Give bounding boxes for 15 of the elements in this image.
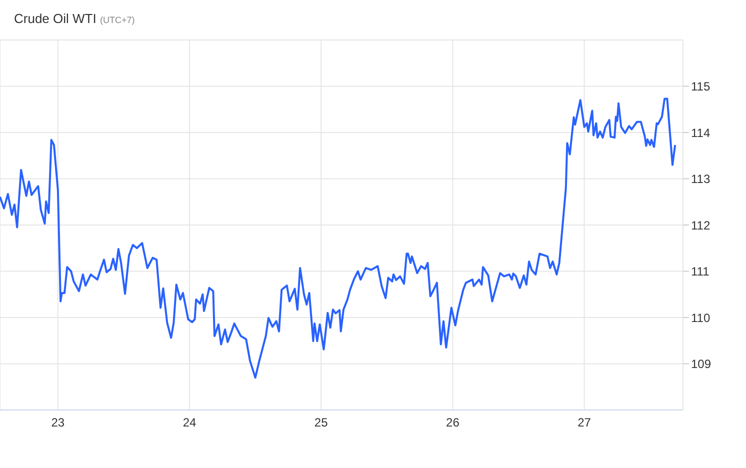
y-tick-label: 109	[691, 357, 712, 372]
x-tick-label: 23	[51, 416, 65, 430]
y-tick-label: 113	[691, 172, 710, 186]
y-tick-label: 114	[691, 126, 710, 140]
x-tick-label: 24	[182, 416, 196, 430]
x-tick-label: 27	[578, 416, 592, 430]
y-tick-label: 110	[691, 310, 710, 325]
chart-subtitle: (UTC+7)	[100, 15, 135, 25]
y-tick-label: 111	[691, 264, 710, 279]
line-series	[0, 98, 676, 379]
chart-title: Crude Oil WTI	[14, 11, 96, 26]
y-tick-label: 112	[691, 218, 710, 232]
x-tick-label: 25	[314, 416, 328, 430]
x-tick-label: 26	[446, 416, 460, 430]
y-tick-label: 115	[691, 80, 710, 94]
